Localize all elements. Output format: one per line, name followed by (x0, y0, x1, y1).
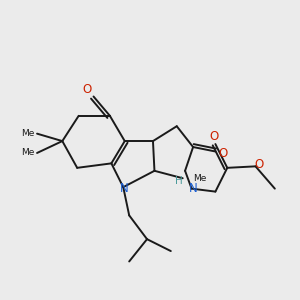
Text: O: O (254, 158, 264, 171)
Text: O: O (218, 147, 227, 161)
Text: N: N (120, 182, 129, 195)
Text: Me: Me (21, 129, 35, 138)
Text: O: O (209, 130, 218, 143)
Text: O: O (82, 82, 91, 96)
Text: N: N (189, 182, 197, 195)
Text: Me: Me (193, 174, 206, 183)
Text: H: H (175, 176, 183, 186)
Text: Me: Me (21, 148, 35, 158)
